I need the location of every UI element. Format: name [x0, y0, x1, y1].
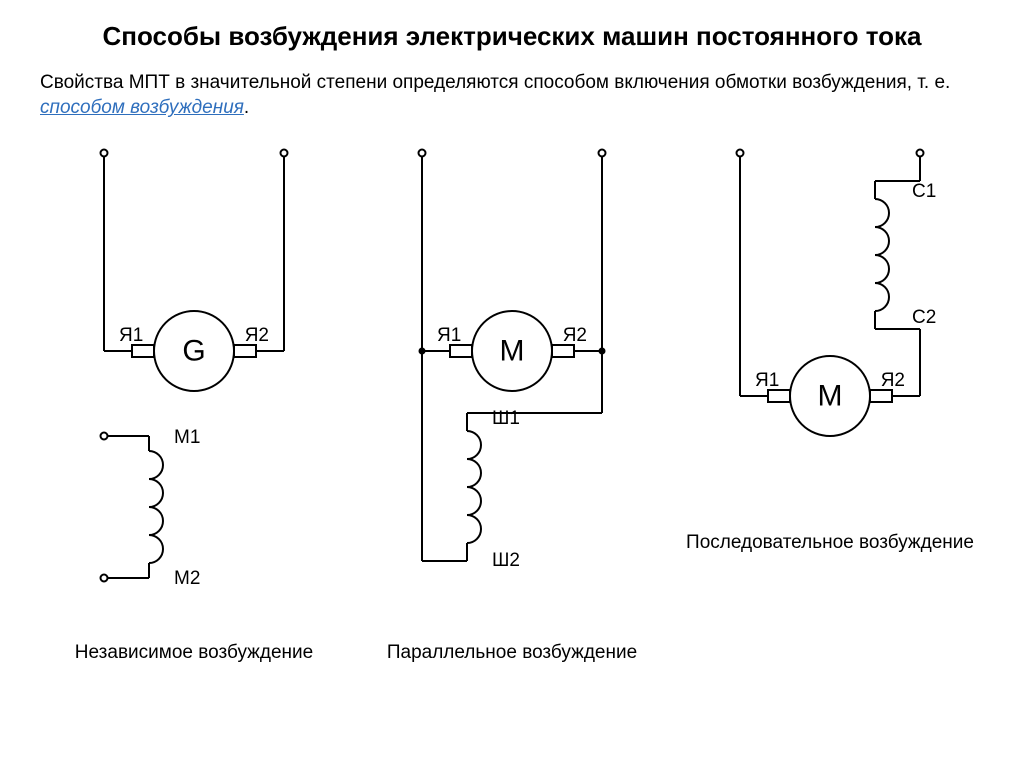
diagram-series: С1 С2 M Я1 Я2 Последовательное возбужден…: [676, 141, 984, 665]
intro-link: способом возбуждения: [40, 97, 244, 118]
label-arm2: Я2: [563, 325, 587, 346]
machine-letter: M: [818, 380, 843, 413]
terminal-right: [599, 150, 606, 157]
diagram-parallel: M Я1 Я2 Ш1 Ш2 Параллельное возбуждение: [358, 141, 666, 665]
label-coil1: Ш1: [492, 408, 520, 429]
coil-term-bot: [101, 575, 108, 582]
terminal-left: [737, 150, 744, 157]
brush-left: [450, 345, 472, 357]
label-arm1: Я1: [119, 325, 143, 346]
brush-left: [132, 345, 154, 357]
intro-plain: Свойства МПТ в значительной степени опре…: [40, 72, 950, 93]
label-coil2: Ш2: [492, 550, 520, 571]
parallel-svg: M Я1 Я2 Ш1 Ш2: [362, 141, 662, 631]
independent-svg: G Я1 Я2 М1 М2: [44, 141, 344, 631]
label-coil1: М1: [174, 427, 200, 448]
label-arm1: Я1: [755, 370, 779, 391]
diagram-independent: G Я1 Я2 М1 М2 Независимое возбуждение: [40, 141, 348, 665]
terminal-right: [281, 150, 288, 157]
machine-letter: G: [182, 335, 205, 368]
brush-right: [870, 390, 892, 402]
brush-right: [234, 345, 256, 357]
terminal-right: [917, 150, 924, 157]
intro-tail: .: [244, 97, 249, 118]
diagrams-row: G Я1 Я2 М1 М2 Независимое возбуждение: [40, 141, 984, 665]
coil-loops: [467, 431, 481, 543]
label-arm2: Я2: [245, 325, 269, 346]
caption-series: Последовательное возбуждение: [686, 531, 974, 555]
machine-letter: M: [500, 335, 525, 368]
coil-loops: [149, 451, 163, 563]
series-svg: С1 С2 M Я1 Я2: [680, 141, 980, 521]
terminal-left: [101, 150, 108, 157]
caption-parallel: Параллельное возбуждение: [387, 641, 637, 665]
label-arm2: Я2: [881, 370, 905, 391]
intro-text: Свойства МПТ в значительной степени опре…: [40, 70, 984, 121]
terminal-left: [419, 150, 426, 157]
coil-loops: [875, 199, 889, 311]
page-title: Способы возбуждения электрических машин …: [40, 20, 984, 54]
brush-right: [552, 345, 574, 357]
brush-left: [768, 390, 790, 402]
coil-term-top: [101, 433, 108, 440]
label-coil2: С2: [912, 307, 936, 328]
caption-independent: Независимое возбуждение: [75, 641, 313, 665]
label-coil1: С1: [912, 181, 936, 202]
label-arm1: Я1: [437, 325, 461, 346]
label-coil2: М2: [174, 568, 200, 589]
